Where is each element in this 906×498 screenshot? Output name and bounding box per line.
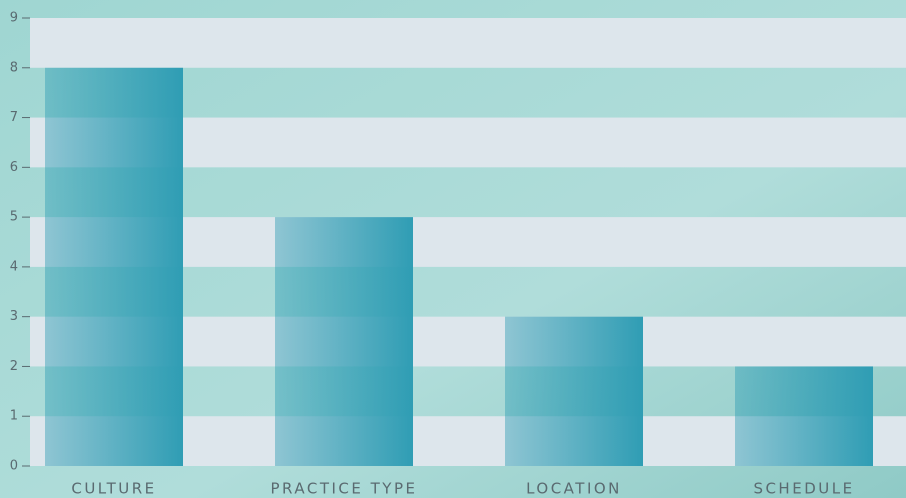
y-tick-label: 9 <box>10 11 18 26</box>
x-tick-label: LOCATION <box>526 480 622 498</box>
x-tick-label: PRACTICE TYPE <box>271 480 418 498</box>
y-tick-label: 3 <box>10 309 18 324</box>
x-tick-label: SCHEDULE <box>753 480 854 498</box>
y-tick-label: 8 <box>10 60 18 75</box>
y-tick-label: 2 <box>10 359 18 374</box>
y-tick-label: 1 <box>10 409 18 424</box>
page: 0 1 2 3 4 5 6 7 8 9 CULTURE PRACTICE TYPE LOCATION SC… <box>0 0 906 498</box>
chart: 0 1 2 3 4 5 6 7 8 9 CULTURE PRACTICE TYPE LOCATION SC… <box>0 0 906 498</box>
bar <box>275 217 413 466</box>
x-tick-label: CULTURE <box>71 480 156 498</box>
grid-band <box>30 18 906 68</box>
bar <box>505 317 643 466</box>
y-tick-label: 5 <box>10 210 18 225</box>
y-tick-label: 0 <box>10 459 18 474</box>
bar <box>735 366 873 466</box>
y-tick-label: 6 <box>10 160 18 175</box>
y-tick-label: 4 <box>10 259 18 274</box>
bar <box>45 68 183 466</box>
y-tick-label: 7 <box>10 110 18 125</box>
